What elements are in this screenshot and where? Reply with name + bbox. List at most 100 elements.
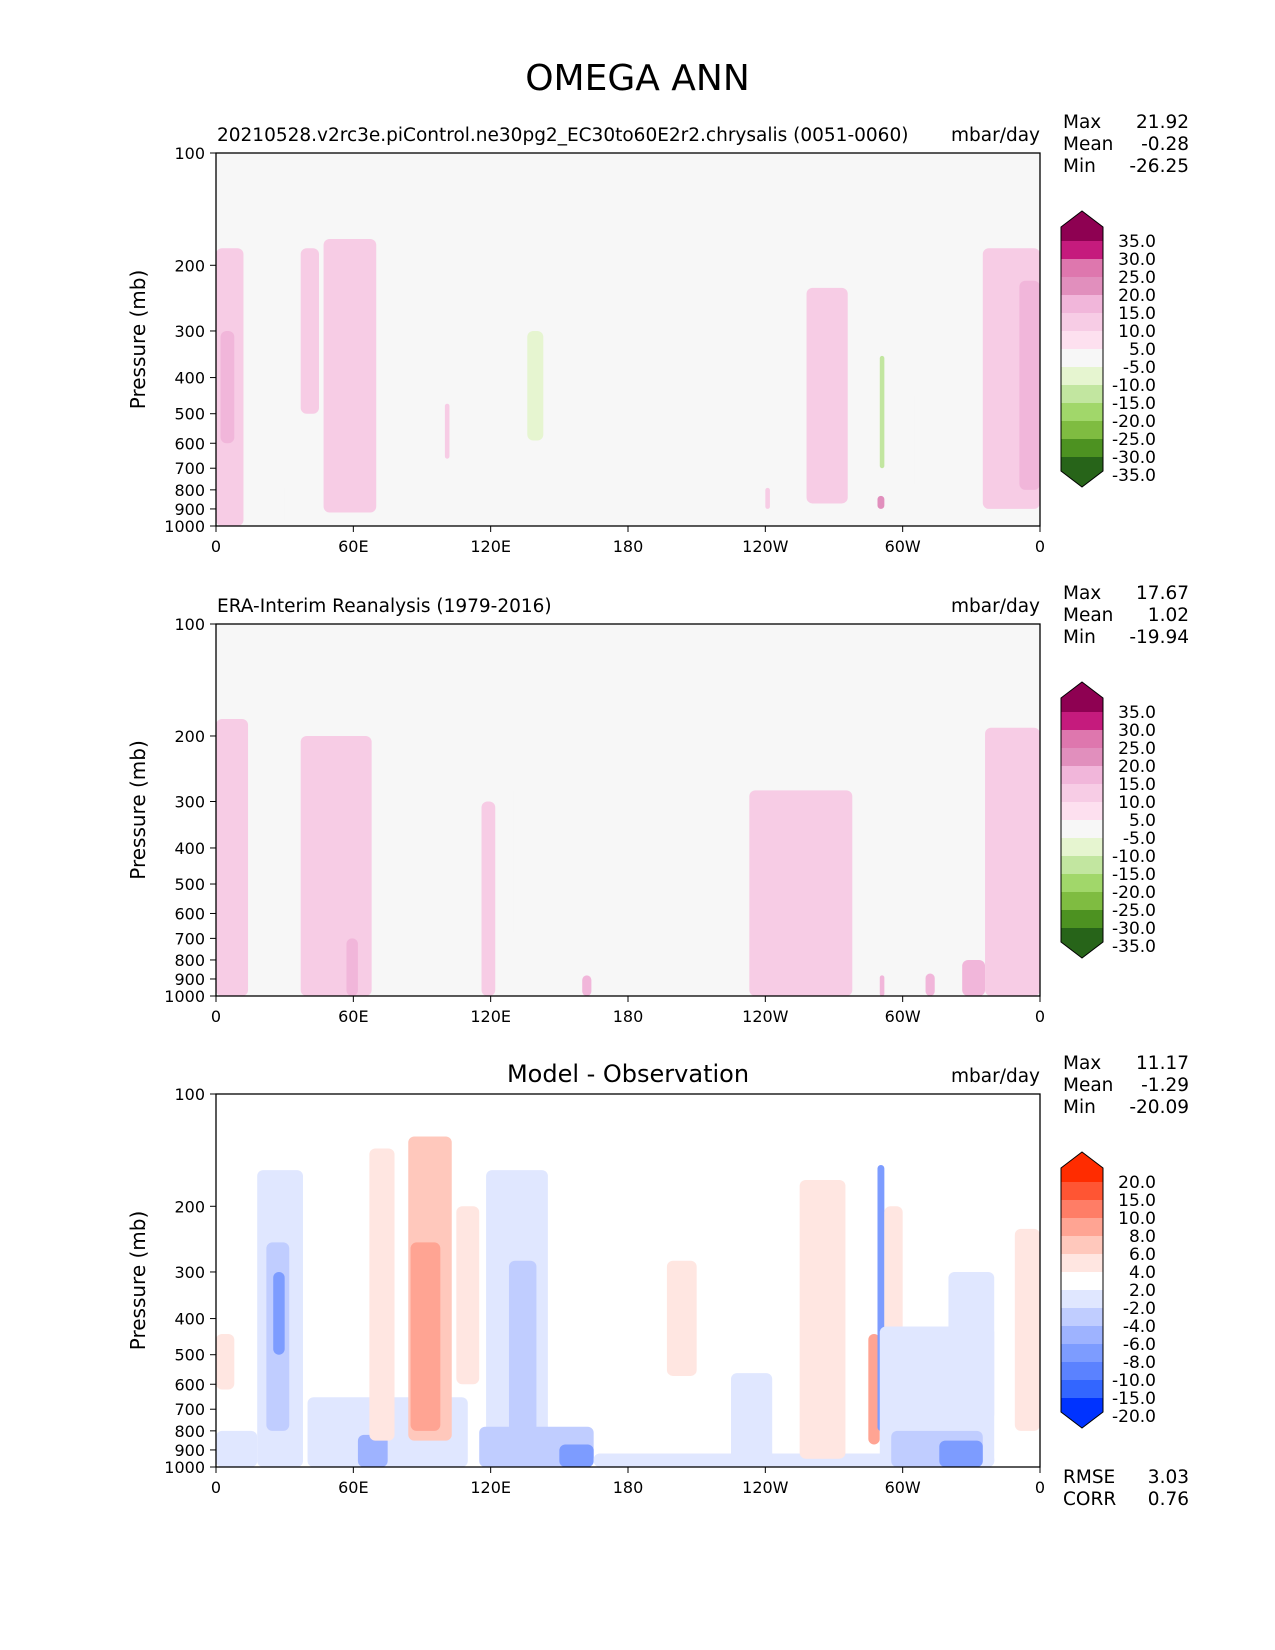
colorbar-segment xyxy=(1061,1308,1103,1326)
colorbar-label: -5.0 xyxy=(1123,358,1156,378)
colorbar-label: 5.0 xyxy=(1129,811,1156,831)
y-tick-label: 800 xyxy=(174,481,205,500)
colorbar-label: -20.0 xyxy=(1112,1407,1156,1427)
colorbar-label: -20.0 xyxy=(1112,412,1156,432)
stat-value-max: 17.67 xyxy=(1136,583,1189,604)
contour-region xyxy=(765,487,770,509)
contour-region xyxy=(273,1271,285,1355)
y-axis-label: Pressure (mb) xyxy=(126,1211,150,1351)
contour-region xyxy=(513,784,528,939)
contour-region xyxy=(369,1148,395,1441)
contour-region xyxy=(939,1440,983,1467)
x-tick-label: 60W xyxy=(885,1007,921,1026)
y-tick-label: 200 xyxy=(174,1197,205,1216)
x-tick-label: 60E xyxy=(338,1007,368,1026)
colorbar-label: 20.0 xyxy=(1118,1173,1156,1193)
y-tick-label: 500 xyxy=(174,875,205,894)
x-tick-label: 0 xyxy=(1035,1478,1045,1497)
colorbar-label: -35.0 xyxy=(1112,466,1156,486)
colorbar: 35.030.025.020.015.010.05.0-5.0-10.0-15.… xyxy=(1060,210,1156,488)
panel-title: Model - Observation xyxy=(507,1060,749,1088)
contour-region xyxy=(799,1179,846,1459)
contour-region xyxy=(582,975,592,996)
colorbar-segment xyxy=(1061,1218,1103,1236)
contour-region xyxy=(527,330,544,441)
x-tick-label: 0 xyxy=(211,1478,221,1497)
colorbar: 35.030.025.020.015.010.05.0-5.0-10.0-15.… xyxy=(1060,681,1156,959)
colorbar-segment xyxy=(1061,1290,1103,1308)
stat-value-mean: -1.29 xyxy=(1141,1075,1189,1096)
contour-fills xyxy=(216,1136,1040,1467)
y-tick-label: 500 xyxy=(174,1346,205,1365)
colorbar-segment xyxy=(1061,1326,1103,1344)
contour-region xyxy=(220,330,235,444)
colorbar-label: -15.0 xyxy=(1112,865,1156,885)
contour-region xyxy=(962,959,986,996)
colorbar-segment xyxy=(1061,910,1103,928)
colorbar-segment xyxy=(1061,439,1103,457)
y-tick-label: 400 xyxy=(174,1310,205,1329)
stat-label-min: Min xyxy=(1063,156,1096,177)
colorbar-label: -8.0 xyxy=(1123,1353,1156,1373)
colorbar-segment xyxy=(1061,241,1103,259)
colorbar-segment xyxy=(1061,874,1103,892)
colorbar-outline xyxy=(1060,210,1104,488)
x-tick-label: 180 xyxy=(613,537,644,556)
y-tick-label: 900 xyxy=(174,1441,205,1460)
colorbar-label: 35.0 xyxy=(1118,232,1156,252)
colorbar-outline xyxy=(1060,681,1104,959)
x-tick-label: 120W xyxy=(742,537,789,556)
panel-title: ERA-Interim Reanalysis (1979-2016) xyxy=(217,596,552,617)
contour-region xyxy=(456,1206,480,1385)
stat-label-mean: Mean xyxy=(1063,1075,1113,1096)
contour-region xyxy=(925,973,935,996)
contour-region xyxy=(749,790,853,996)
contour-region xyxy=(481,801,496,996)
stat-label-mean: Mean xyxy=(1063,134,1113,155)
colorbar-label: 5.0 xyxy=(1129,340,1156,360)
y-tick-label: 700 xyxy=(174,1400,205,1419)
colorbar-label: -5.0 xyxy=(1123,829,1156,849)
colorbar-segment xyxy=(1061,295,1103,313)
contour-region xyxy=(216,718,249,996)
y-tick-label: 1000 xyxy=(164,1458,205,1477)
x-tick-label: 120W xyxy=(742,1007,789,1026)
colorbar-label: 8.0 xyxy=(1129,1227,1156,1247)
colorbar-label: 25.0 xyxy=(1118,739,1156,759)
contour-region xyxy=(323,238,377,513)
colorbar-label: 10.0 xyxy=(1118,1209,1156,1229)
stat-label-max: Max xyxy=(1063,1053,1101,1074)
stat-value-mean: -0.28 xyxy=(1141,134,1189,155)
metric-value-rmse: 3.03 xyxy=(1148,1467,1189,1488)
colorbar-extend-bottom xyxy=(1061,457,1103,487)
colorbar-segment xyxy=(1061,1344,1103,1362)
contour-region xyxy=(559,1444,594,1467)
contour-region xyxy=(346,938,358,996)
colorbar-segment xyxy=(1061,748,1103,766)
x-tick-label: 180 xyxy=(613,1478,644,1497)
colorbar-label: -10.0 xyxy=(1112,1371,1156,1391)
y-tick-label: 1000 xyxy=(164,517,205,536)
colorbar-label: 20.0 xyxy=(1118,757,1156,777)
contour-region xyxy=(877,495,885,509)
colorbar-label: -4.0 xyxy=(1123,1317,1156,1337)
colorbar: 20.015.010.08.06.04.02.0-2.0-4.0-6.0-8.0… xyxy=(1060,1151,1156,1429)
contour-region xyxy=(879,355,885,469)
contour-region xyxy=(866,913,878,983)
colorbar-segment xyxy=(1061,766,1103,784)
y-tick-label: 100 xyxy=(174,615,205,634)
x-tick-label: 120W xyxy=(742,1478,789,1497)
stat-label-max: Max xyxy=(1063,112,1101,133)
units-label: mbar/day xyxy=(951,125,1040,146)
colorbar-label: -10.0 xyxy=(1112,847,1156,867)
contour-region xyxy=(508,1260,537,1467)
colorbar-extend-bottom xyxy=(1061,1398,1103,1428)
y-tick-label: 400 xyxy=(174,369,205,388)
stat-label-max: Max xyxy=(1063,583,1101,604)
colorbar-label: 15.0 xyxy=(1118,1191,1156,1211)
colorbar-segment xyxy=(1061,1182,1103,1200)
contour-region xyxy=(410,1242,441,1431)
contour-region xyxy=(868,1334,880,1445)
